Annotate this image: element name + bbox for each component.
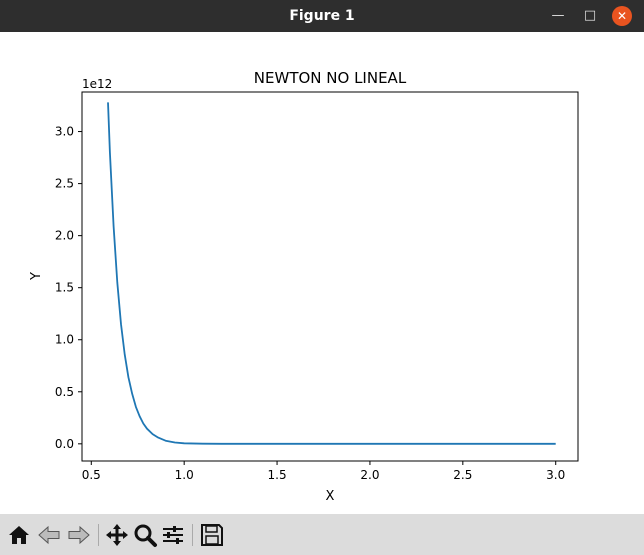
y-axis-ticks: 0.0 0.5 1.0 1.5 2.0 2.5 3.0: [55, 125, 82, 451]
y-tick-label: 0.0: [55, 437, 74, 451]
series-group: [107, 102, 556, 445]
maximize-icon: □: [583, 8, 597, 23]
close-button[interactable]: ✕: [612, 6, 632, 26]
save-icon: [201, 524, 223, 546]
series-line: [107, 102, 556, 445]
chart: NEWTON NO LINEAL 1e12 0.5 1.0 1.5 2.0 2.5 3.0…: [29, 69, 579, 504]
maximize-button[interactable]: □: [580, 6, 600, 26]
y-tick-label: 2.0: [55, 229, 74, 243]
plot-frame: [81, 91, 579, 462]
y-tick-label: 3.0: [55, 125, 74, 139]
toolbar-separator: [192, 524, 193, 546]
x-tick-label: 1.5: [268, 468, 287, 482]
chart-title: NEWTON NO LINEAL: [254, 69, 407, 87]
window-title: Figure 1: [289, 8, 355, 24]
save-button[interactable]: [199, 522, 225, 548]
y-tick-label: 2.5: [55, 177, 74, 191]
back-button[interactable]: [36, 522, 62, 548]
toolbar-separator: [98, 524, 99, 546]
navigation-toolbar: [0, 514, 644, 555]
home-icon: [9, 526, 29, 544]
pan-icon: [106, 524, 128, 546]
title-bar[interactable]: Figure 1 — □ ✕: [0, 0, 644, 32]
x-axis-ticks: 0.5 1.0 1.5 2.0 2.5 3.0: [82, 461, 565, 482]
x-tick-label: 0.5: [82, 468, 101, 482]
configure-subplots-button[interactable]: [160, 522, 186, 548]
figure-canvas[interactable]: NEWTON NO LINEAL 1e12 0.5 1.0 1.5 2.0 2.5 3.0…: [0, 32, 644, 514]
y-axis-label: Y: [29, 272, 44, 281]
x-tick-label: 3.0: [546, 468, 565, 482]
forward-button[interactable]: [66, 522, 92, 548]
minimize-button[interactable]: —: [548, 6, 568, 26]
home-button[interactable]: [6, 522, 32, 548]
y-offset-text: 1e12: [82, 77, 112, 91]
minimize-icon: —: [551, 8, 565, 23]
forward-arrow-icon: [68, 525, 90, 545]
x-tick-label: 1.0: [175, 468, 194, 482]
y-tick-label: 1.5: [55, 281, 74, 295]
x-axis-label: X: [326, 489, 335, 504]
zoom-button[interactable]: [132, 522, 158, 548]
y-tick-label: 0.5: [55, 385, 74, 399]
pan-button[interactable]: [104, 522, 130, 548]
zoom-icon: [134, 524, 157, 547]
close-icon: ✕: [616, 9, 628, 23]
configure-subplots-icon: [163, 526, 183, 544]
y-tick-label: 1.0: [55, 333, 74, 347]
x-tick-label: 2.5: [453, 468, 472, 482]
x-tick-label: 2.0: [360, 468, 379, 482]
back-arrow-icon: [38, 525, 60, 545]
